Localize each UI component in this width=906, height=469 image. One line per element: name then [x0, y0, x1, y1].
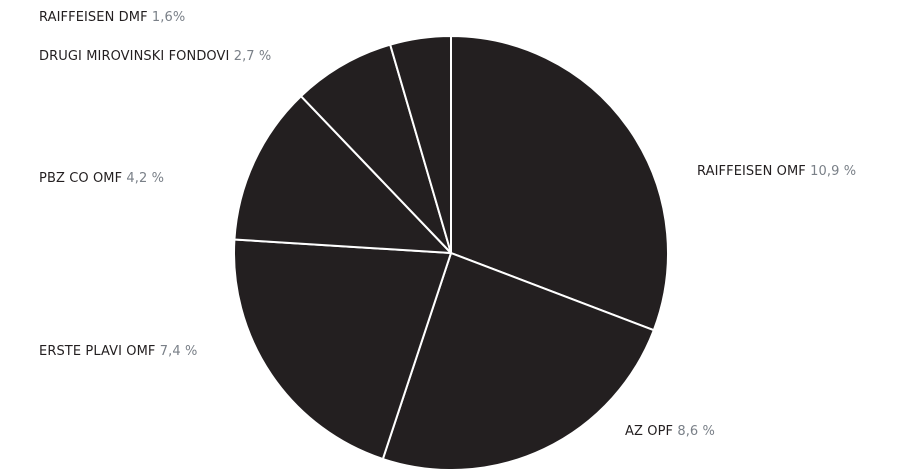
- slice-label-name: DRUGI MIROVINSKI FONDOVI: [39, 49, 230, 64]
- pie-slice-erste-plavi-omf: [233, 238, 452, 461]
- slice-label-name: ERSTE PLAVI OMF: [39, 344, 156, 359]
- pie-slice-pbz-co-omf: [233, 95, 452, 254]
- pie-slice-raiffeisen-dmf: [389, 35, 452, 254]
- slice-label-name: RAIFFEISEN OMF: [697, 164, 806, 179]
- slice-label-value: 10,9 %: [810, 164, 857, 179]
- slice-label-name: PBZ CO OMF: [39, 171, 123, 186]
- slice-label-value: 7,4 %: [159, 344, 198, 359]
- slice-label-raiffeisen-omf: RAIFFEISEN OMF 10,9 %: [697, 164, 856, 180]
- slice-label-erste-plavi-omf: ERSTE PLAVI OMF 7,4 %: [39, 344, 197, 360]
- slice-label-az-opf: AZ OPF 8,6 %: [625, 424, 715, 440]
- slice-label-value: 8,6 %: [677, 424, 715, 439]
- slice-label-raiffeisen-dmf: RAIFFEISEN DMF 1,6%: [39, 10, 185, 26]
- slice-label-name: AZ OPF: [625, 424, 674, 439]
- slice-label-value: 1,6%: [151, 10, 186, 25]
- slice-label-name: RAIFFEISEN DMF: [39, 10, 148, 25]
- slice-label-value: 2,7 %: [233, 49, 272, 64]
- slice-label-pbz-co-omf: PBZ CO OMF 4,2 %: [39, 171, 164, 187]
- pie-slice-raiffeisen-omf: [450, 35, 669, 332]
- pie-slice-az-opf: [381, 252, 655, 469]
- slice-label-value: 4,2 %: [126, 171, 165, 186]
- pie-slice-drugi-mirovinski-fondovi: [300, 43, 452, 254]
- slice-label-drugi-mirovinski-fondovi: DRUGI MIROVINSKI FONDOVI 2,7 %: [39, 49, 271, 65]
